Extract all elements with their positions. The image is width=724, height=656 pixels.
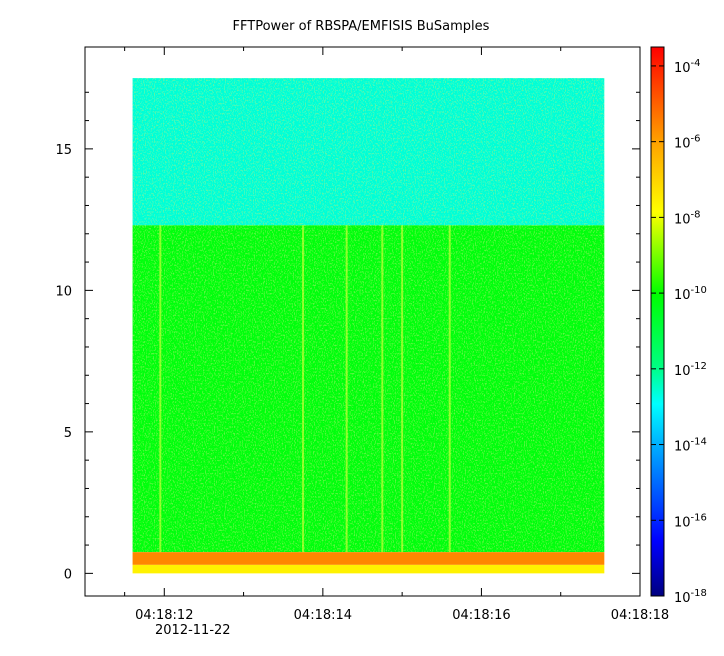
y-axis: 0 5 10 15: [55, 91, 640, 582]
spectrogram-band: [132, 564, 605, 574]
y-tick-label: 15: [55, 143, 72, 158]
colorbar-tick-label: 10-6: [674, 134, 701, 152]
spectrogram-band: [132, 552, 605, 565]
colorbar-tick-label: 10-16: [674, 512, 707, 530]
x-tick-label: 04:18:16: [452, 608, 510, 623]
y-tick-label: 10: [55, 284, 72, 299]
x-tick-label: 04:18:18: [611, 608, 669, 623]
colorbar-tick-label: 10-10: [674, 285, 707, 303]
colorbar-tick-label: 10-4: [674, 58, 701, 76]
x-date-label: 2012-11-22: [155, 623, 231, 638]
x-tick-label: 04:18:14: [294, 608, 352, 623]
x-axis: 04:18:12 04:18:14 04:18:16 04:18:18: [124, 47, 669, 623]
colorbar: [650, 46, 665, 597]
y-tick-label: 5: [64, 426, 72, 441]
colorbar-tick-label: 10-14: [674, 437, 707, 455]
spectrogram-band: [132, 78, 605, 226]
spectrogram-band: [132, 225, 605, 553]
spectrogram-image: [132, 78, 605, 574]
colorbar-tick-label: 10-8: [674, 209, 701, 227]
y-tick-label: 0: [64, 567, 72, 582]
x-tick-label: 04:18:12: [135, 608, 193, 623]
colorbar-tick-label: 10-12: [674, 361, 707, 379]
colorbar-tick-label: 10-18: [674, 588, 707, 606]
chart-title: FFTPower of RBSPA/EMFISIS BuSamples: [233, 19, 490, 34]
colorbar-axis: 10-4 10-6 10-8 10-10 10-12 10-14 10-16 10-18: [651, 58, 707, 606]
